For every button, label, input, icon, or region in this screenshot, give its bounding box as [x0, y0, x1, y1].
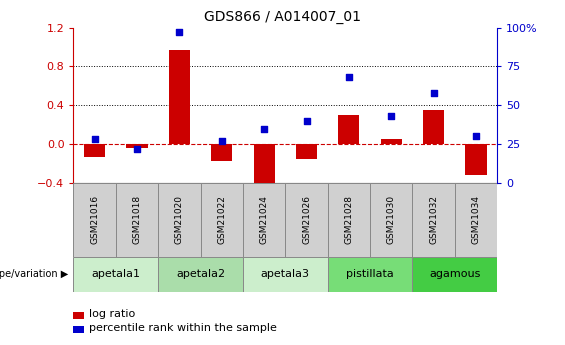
Bar	[328, 183, 370, 257]
Point	[217, 138, 226, 144]
Text: GSM21018: GSM21018	[133, 195, 141, 245]
Text: log ratio: log ratio	[89, 309, 136, 319]
Bar	[423, 110, 444, 144]
Text: GSM21034: GSM21034	[472, 195, 480, 245]
Bar	[211, 144, 232, 160]
Text: percentile rank within the sample: percentile rank within the sample	[89, 323, 277, 333]
Bar	[455, 183, 497, 257]
Bar	[285, 183, 328, 257]
Text: GSM21022: GSM21022	[218, 196, 226, 244]
Point	[132, 146, 141, 151]
Text: pistillata: pistillata	[346, 269, 394, 279]
Bar	[158, 257, 243, 292]
Text: agamous: agamous	[429, 269, 480, 279]
Bar	[381, 139, 402, 144]
Text: GSM21028: GSM21028	[345, 195, 353, 245]
Bar	[254, 144, 275, 195]
Point	[386, 113, 396, 119]
Bar	[116, 183, 158, 257]
Bar	[338, 115, 359, 144]
Text: GSM21032: GSM21032	[429, 195, 438, 245]
Bar	[243, 183, 285, 257]
Bar	[73, 183, 116, 257]
Text: apetala3: apetala3	[261, 269, 310, 279]
Point	[90, 137, 99, 142]
Text: GSM21016: GSM21016	[90, 195, 99, 245]
Bar	[412, 257, 497, 292]
Point	[471, 134, 480, 139]
Point	[175, 29, 184, 35]
Bar	[466, 144, 486, 175]
Bar	[328, 257, 412, 292]
Text: GDS866 / A014007_01: GDS866 / A014007_01	[204, 10, 361, 24]
Point	[344, 75, 354, 80]
Point	[429, 90, 438, 96]
Text: GSM21020: GSM21020	[175, 195, 184, 245]
Point	[259, 126, 269, 131]
Bar	[370, 183, 412, 257]
Bar	[158, 183, 201, 257]
Bar	[84, 144, 105, 157]
Text: GSM21026: GSM21026	[302, 195, 311, 245]
Point	[302, 118, 311, 124]
Text: apetala2: apetala2	[176, 269, 225, 279]
Bar	[169, 50, 190, 144]
Bar	[243, 257, 328, 292]
Text: GSM21030: GSM21030	[387, 195, 396, 245]
Bar	[296, 144, 317, 159]
Bar	[201, 183, 243, 257]
Bar	[127, 144, 147, 148]
Bar	[73, 257, 158, 292]
Text: apetala1: apetala1	[92, 269, 140, 279]
Text: GSM21024: GSM21024	[260, 196, 268, 244]
Text: genotype/variation ▶: genotype/variation ▶	[0, 269, 68, 279]
Bar	[412, 183, 455, 257]
